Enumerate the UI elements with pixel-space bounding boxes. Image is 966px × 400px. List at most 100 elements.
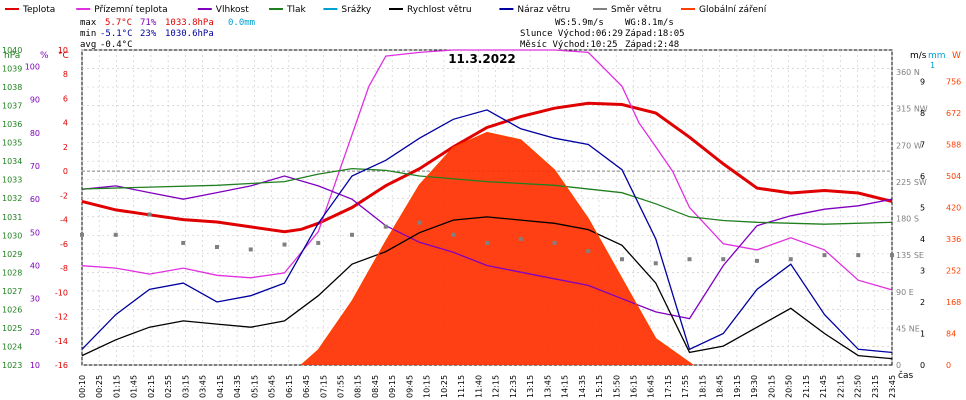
x-tick-label: 16:15 (629, 375, 638, 398)
x-tick-label: 22:50 (854, 375, 863, 398)
tick-temperature: -8 (60, 264, 68, 273)
tick-pressure: 1026 (2, 305, 22, 314)
x-tick-label: 17:55 (681, 375, 690, 398)
tick-temperature: 8 (63, 70, 68, 79)
tick-pressure: 1040 (2, 46, 22, 55)
tick-humidity: 70 (30, 162, 40, 171)
series-point-wind-direction (417, 220, 422, 225)
axis-unit-4: mm (928, 51, 946, 61)
axes: 1023102410251026102710281029103010311032… (2, 46, 961, 398)
stats-avg-temp: -0.4°C (100, 40, 133, 50)
tick-radiation: 504 (946, 172, 961, 181)
series-point-wind-direction (350, 232, 354, 237)
tick-temperature: -12 (55, 313, 68, 322)
series-point-wind-direction (552, 240, 557, 245)
series-line-1 (81, 49, 893, 291)
tick-temperature: -4 (60, 216, 68, 225)
stats-avg-label: avg (80, 40, 96, 50)
tick-temperature: 10 (58, 46, 68, 55)
tick-radiation: 420 (946, 204, 961, 213)
x-tick-label: 02:55 (164, 375, 173, 398)
series-point-wind-direction (181, 240, 186, 245)
series-point-wind-direction (856, 253, 861, 258)
tick-radiation: 252 (946, 267, 961, 276)
stats-block: max 5.7°C 71% 1033.8hPa 0.0mm min -5.1°C… (80, 18, 255, 50)
x-tick-label: 22:15 (836, 375, 845, 398)
x-tick-label: 16:45 (647, 375, 656, 398)
chart-title: 11.3.2022 (448, 52, 516, 66)
tick-pressure: 1033 (2, 176, 22, 185)
x-tick-label: 11:15 (457, 375, 466, 398)
tick-rain: 1 (930, 61, 935, 70)
x-tick-label: 05:45 (268, 375, 277, 398)
series-point-wind-direction (687, 257, 692, 262)
stats-min-label: min (80, 29, 96, 39)
tick-humidity: 30 (30, 295, 40, 304)
x-tick-label: 20:15 (767, 375, 776, 398)
stats-max-press: 1033.8hPa (165, 18, 214, 28)
tick-wind: 6 (920, 172, 925, 181)
astro-block: WS:5.9m/s WG:8.1m/s Slunce Východ:06:29 … (520, 18, 685, 50)
x-tick-label: 21:15 (802, 375, 811, 398)
tick-radiation: 588 (946, 141, 961, 150)
x-tick-label: 15:50 (612, 375, 621, 398)
x-tick-label: 07:55 (337, 375, 346, 398)
x-tick-label: 13:45 (543, 375, 552, 398)
tick-pressure: 1031 (2, 213, 22, 222)
x-tick-label: 06:15 (285, 375, 294, 398)
x-tick-label: 17:15 (664, 375, 673, 398)
tick-wind: 0 (920, 361, 925, 370)
series-point-wind-direction (755, 258, 759, 263)
series-line-2 (81, 175, 893, 320)
x-tick-label: 20:50 (785, 375, 794, 398)
series-point-wind-direction (147, 212, 152, 217)
stats-min-hum: 23% (140, 29, 157, 39)
x-tick-label: 04:15 (216, 375, 225, 398)
tick-temperature: -6 (60, 240, 68, 249)
series-line-5 (81, 109, 893, 354)
x-tick-label: 14:15 (561, 375, 570, 398)
tick-humidity: 80 (30, 129, 40, 138)
tick-pressure: 1028 (2, 268, 22, 277)
tick-direction: 315 NW (896, 105, 928, 114)
x-tick-label: 03:45 (199, 375, 208, 398)
tick-humidity: 10 (30, 361, 40, 370)
x-tick-label: 18:45 (716, 375, 725, 398)
tick-wind: 5 (920, 204, 925, 213)
tick-humidity: 40 (30, 262, 40, 271)
tick-pressure: 1036 (2, 120, 22, 129)
tick-humidity: 50 (30, 228, 40, 237)
series-lines (80, 49, 894, 366)
tick-wind: 8 (920, 109, 925, 118)
x-tick-label: 09:45 (405, 375, 414, 398)
series-point-wind-direction (215, 245, 219, 250)
x-tick-label: 12:15 (492, 375, 501, 398)
tick-pressure: 1039 (2, 65, 22, 74)
astro-sun: Slunce Východ:06:29 (520, 29, 623, 39)
stats-max-temp: 5.7°C (105, 18, 132, 28)
astro-wg: WG:8.1m/s (625, 18, 674, 28)
series-point-wind-direction (788, 257, 793, 262)
tick-direction: 225 SW (896, 178, 927, 187)
tick-wind: 4 (920, 235, 925, 244)
x-tick-label: 01:15 (112, 375, 121, 398)
x-tick-label: 21:45 (819, 375, 828, 398)
tick-direction: 135 SE (896, 251, 924, 260)
tick-humidity: 100 (25, 63, 40, 72)
tick-wind: 2 (920, 298, 925, 307)
x-tick-label: 23:15 (871, 375, 880, 398)
legend-label-5: Rychlost větru (407, 5, 472, 15)
legend-label-3: Tlak (286, 5, 307, 15)
tick-temperature: 4 (63, 119, 68, 128)
tick-temperature: 0 (63, 167, 68, 176)
tick-humidity: 60 (30, 195, 40, 204)
tick-radiation: 84 (946, 330, 956, 339)
legend-label-6: Náraz větru (517, 5, 570, 15)
x-tick-label: 00:25 (95, 375, 104, 398)
x-tick-label: 08:15 (354, 375, 363, 398)
axis-unit-5: W (952, 51, 961, 61)
stats-max-label: max (80, 18, 97, 28)
axis-unit-0: hPa (4, 51, 20, 61)
